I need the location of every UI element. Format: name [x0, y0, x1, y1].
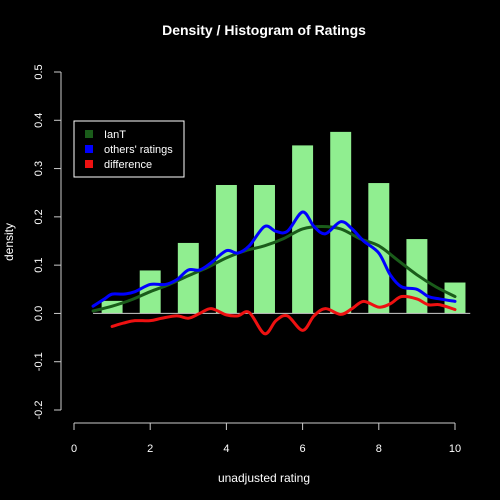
- x-tick-label: 4: [223, 443, 229, 455]
- legend: IanT others' ratings difference: [73, 120, 185, 178]
- y-axis-ticks: -0.2 -0.1 0.0 0.1 0.2 0.3 0.4 0.5: [33, 64, 61, 419]
- legend-box: [73, 120, 185, 178]
- density-curves: [91, 210, 457, 336]
- y-tick-label: 0.1: [33, 257, 45, 272]
- y-tick-label: 0.3: [33, 161, 45, 176]
- x-axis-ticks: 0 2 4 6 8 10: [71, 423, 461, 455]
- x-tick-label: 0: [71, 443, 77, 455]
- x-tick-label: 8: [376, 443, 382, 455]
- y-tick-label: 0.0: [33, 306, 45, 321]
- x-axis-label: unadjusted rating: [218, 471, 310, 485]
- series-line-0: [91, 225, 457, 313]
- legend-swatch: [85, 130, 93, 138]
- histogram-bar: [368, 183, 390, 314]
- legend-label: IanT: [104, 129, 126, 141]
- y-tick-label: 0.4: [33, 113, 45, 128]
- x-tick-label: 6: [300, 443, 306, 455]
- y-tick-label: 0.5: [33, 64, 45, 79]
- legend-label: difference: [104, 159, 152, 171]
- y-tick-label: -0.1: [33, 352, 45, 371]
- y-tick-label: -0.2: [33, 401, 45, 420]
- x-tick-label: 2: [147, 443, 153, 455]
- histogram-bar: [254, 184, 275, 314]
- histogram-bar: [177, 242, 199, 314]
- legend-swatch: [85, 160, 93, 168]
- y-tick-label: 0.2: [33, 209, 45, 224]
- legend-label: others' ratings: [104, 144, 173, 156]
- legend-swatch: [85, 145, 93, 153]
- series-line-2: [110, 294, 457, 336]
- y-axis-label: density: [2, 223, 16, 261]
- chart-title: Density / Histogram of Ratings: [162, 22, 366, 38]
- x-tick-label: 10: [449, 443, 461, 455]
- series-line-1: [91, 210, 457, 308]
